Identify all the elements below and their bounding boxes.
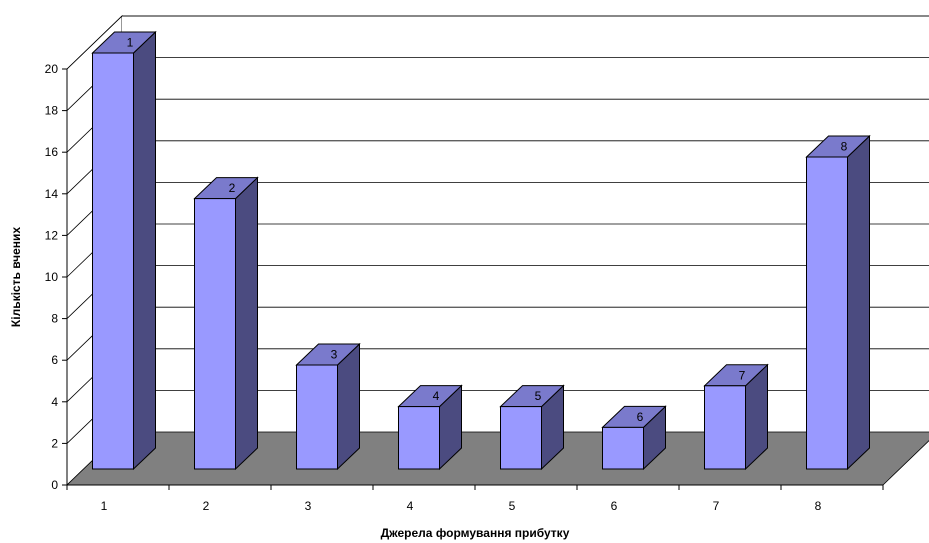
x-tick-label: 8 — [815, 499, 822, 513]
y-tick-label: 10 — [45, 270, 59, 284]
bar — [91, 30, 157, 471]
bar-side — [133, 30, 156, 471]
data-label: 5 — [535, 389, 542, 403]
bar — [193, 176, 259, 471]
x-tick-label: 3 — [305, 499, 312, 513]
bar-front — [398, 406, 440, 470]
y-tick-label: 6 — [51, 353, 58, 367]
y-tick-label: 20 — [45, 62, 59, 76]
data-labels: 1 2 3 4 5 6 7 8 — [127, 36, 848, 424]
bar — [295, 342, 361, 471]
gridline-side — [66, 15, 123, 70]
bar-front — [500, 406, 542, 470]
x-tick-label: 7 — [713, 499, 720, 513]
bar-front — [296, 364, 338, 470]
y-tick-label: 4 — [51, 395, 58, 409]
data-label: 4 — [433, 389, 440, 403]
bar — [601, 405, 667, 471]
bar — [397, 384, 463, 471]
x-tick-label: 5 — [509, 499, 516, 513]
y-tick-label: 16 — [45, 145, 59, 159]
x-tick-labels: 1 2 3 4 5 6 7 8 — [101, 499, 822, 513]
axes — [62, 68, 884, 490]
data-label: 7 — [739, 368, 746, 382]
bar-side — [847, 134, 870, 471]
bar-side — [337, 342, 360, 471]
bar-front — [602, 426, 644, 470]
x-tick-label: 4 — [407, 499, 414, 513]
y-tick-label: 18 — [45, 104, 59, 118]
y-axis-title: Кількість вчених — [9, 227, 23, 327]
x-axis-title: Джерела формування прибутку — [381, 526, 570, 540]
data-label: 1 — [127, 36, 134, 50]
y-tick-label: 2 — [51, 436, 58, 450]
bar-front — [704, 385, 746, 470]
x-tick-label: 2 — [203, 499, 210, 513]
y-tick-label: 8 — [51, 312, 58, 326]
bar — [805, 134, 871, 471]
y-tick-label: 0 — [51, 478, 58, 492]
bar-front — [194, 198, 236, 470]
bar-side — [235, 176, 258, 471]
x-tick-label: 6 — [611, 499, 618, 513]
data-label: 8 — [841, 140, 848, 154]
bar — [499, 384, 565, 471]
y-tick-labels: 0 2 4 6 8 10 12 14 16 18 20 — [45, 62, 59, 492]
bar-front — [92, 52, 134, 470]
bar-front — [806, 156, 848, 470]
y-tick-label: 14 — [45, 187, 59, 201]
data-label: 2 — [229, 181, 236, 195]
data-label: 3 — [331, 348, 338, 362]
bars — [91, 30, 871, 471]
bar — [703, 363, 769, 471]
y-tick-label: 12 — [45, 228, 59, 242]
data-label: 6 — [637, 410, 644, 424]
x-tick-label: 1 — [101, 499, 108, 513]
